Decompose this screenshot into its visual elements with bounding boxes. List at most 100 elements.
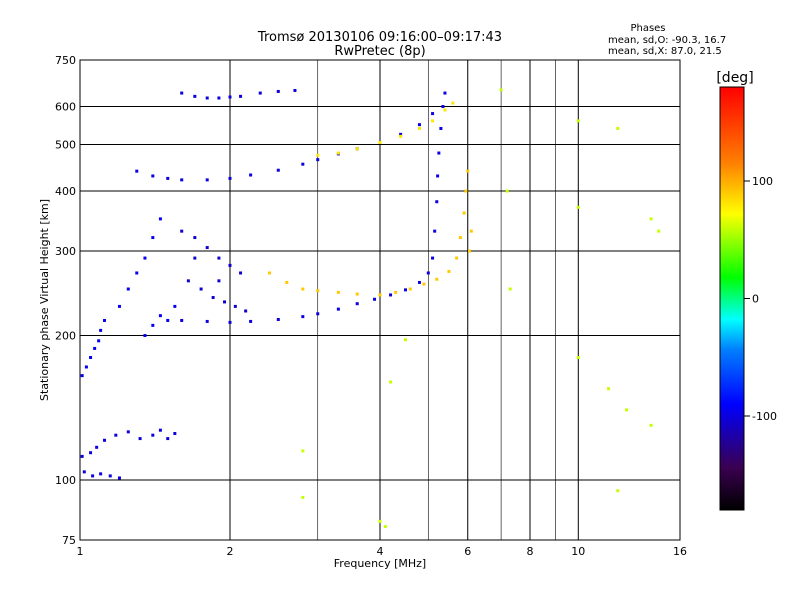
data-point [108,474,112,478]
data-point [173,304,177,308]
data-point [173,432,177,436]
data-point [103,438,107,442]
data-point [316,289,320,293]
data-point [455,256,459,260]
x-tick-label: 6 [464,545,471,558]
colorbar-ticks: 100 0 -100 [744,175,777,423]
data-point [193,236,197,240]
data-point [576,355,580,359]
data-point [95,445,99,449]
data-point [267,271,271,275]
data-point [437,151,441,155]
y-tick-label: 750 [55,54,76,67]
data-points [80,88,661,529]
data-point [223,300,227,304]
data-point [355,292,359,296]
data-point [435,200,439,204]
data-point [439,126,443,130]
data-point [217,279,221,283]
data-point [84,365,88,369]
data-point [417,123,421,127]
data-point [431,119,435,123]
data-point [441,105,445,109]
data-point [451,101,455,105]
y-axis-label: Stationary phase Virtual Height [km] [38,199,51,401]
data-point [151,174,155,178]
data-point [117,304,121,308]
y-tick-label: 600 [55,101,76,114]
data-point [458,236,462,240]
y-tick-label: 400 [55,185,76,198]
data-point [417,280,421,284]
data-point [186,279,190,283]
data-point [180,178,184,182]
data-point [399,134,403,138]
grid-lines [80,60,680,540]
x-tick-label: 4 [377,545,384,558]
data-point [443,91,447,95]
data-point [336,151,340,155]
data-point [301,449,305,453]
data-point [239,271,243,275]
data-point [607,387,611,391]
data-point [151,433,155,437]
data-point [316,153,320,157]
y-tick-label: 75 [62,534,76,547]
data-point [576,205,580,209]
data-point [166,176,170,180]
data-point [408,287,412,291]
data-point [378,140,382,144]
data-point [505,189,509,193]
legend-line-o: mean, sd,O: -90.3, 16.7 [608,35,726,46]
data-point [403,338,407,342]
y-tick-label: 200 [55,330,76,343]
data-point [239,94,243,98]
data-point [394,290,398,294]
data-point [138,437,142,441]
data-point [649,217,653,221]
data-point [389,293,393,297]
data-point [158,314,162,318]
data-point [99,328,103,332]
data-point [435,277,439,281]
data-point [180,318,184,322]
data-point [158,428,162,432]
data-point [433,229,437,233]
data-point [199,287,203,291]
x-tick-label: 8 [527,545,534,558]
data-point [301,495,305,499]
legend-line-x: mean, sd,X: 87.0, 21.5 [608,46,722,57]
data-point [126,287,130,291]
data-point [217,96,221,100]
data-point [301,315,305,319]
data-point [151,236,155,240]
data-point [469,229,473,233]
data-point [233,304,237,308]
data-point [135,169,139,173]
data-point [399,132,403,136]
y-tick-label: 300 [55,245,76,258]
data-point [336,307,340,311]
data-point [143,334,147,338]
data-point [228,263,232,267]
data-point [403,288,407,292]
data-point [166,318,170,322]
data-point [373,297,377,301]
data-point [276,317,280,321]
colorbar-tick-label: -100 [752,410,777,423]
data-point [464,189,468,193]
data-point [193,256,197,260]
data-point [228,176,232,180]
data-point [143,256,147,260]
data-point [93,346,97,350]
x-tick-label: 1 [77,545,84,558]
data-point [508,287,512,291]
data-point [89,355,93,359]
data-point [431,256,435,260]
data-point [158,217,162,221]
data-point [151,323,155,327]
data-point [217,256,221,260]
data-point [417,126,421,130]
data-point [355,302,359,306]
chart-title: Tromsø 20130106 09:16:00–09:17:43 [257,30,502,45]
